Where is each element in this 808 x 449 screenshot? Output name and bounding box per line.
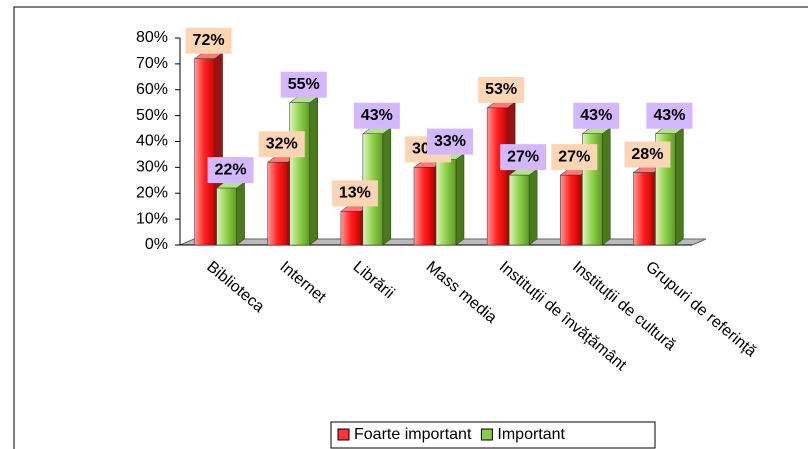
y-tick-label: 0%	[145, 236, 168, 253]
data-label-box	[207, 157, 254, 184]
legend-label: Foarte important	[354, 426, 472, 443]
legend-box	[330, 421, 656, 449]
data-label-box	[331, 180, 378, 207]
data-label: 28%	[631, 146, 663, 163]
bar-side	[528, 168, 538, 246]
data-label-box	[551, 144, 598, 171]
y-tick-label: 40%	[136, 133, 168, 150]
bar	[216, 187, 237, 246]
data-label: 22%	[215, 161, 247, 178]
x-tick-label: Biblioteca	[203, 258, 267, 316]
data-label: 13%	[339, 185, 371, 202]
bar	[435, 159, 457, 246]
chart-frame	[13, 6, 808, 449]
y-tick-label: 80%	[136, 29, 168, 46]
data-label-box	[500, 144, 547, 171]
y-tick-label: 10%	[136, 210, 168, 227]
data-label-box	[478, 76, 525, 103]
bar	[267, 161, 288, 246]
x-tick-label: Librării	[350, 258, 398, 302]
y-tick-label: 60%	[136, 81, 168, 98]
data-label: 27%	[507, 148, 539, 165]
legend-swatch	[480, 428, 493, 441]
y-tick-label: 50%	[136, 107, 168, 124]
bar	[486, 107, 508, 246]
bar-side	[309, 96, 318, 246]
data-label: 33%	[434, 133, 466, 150]
bar-side	[455, 153, 465, 246]
data-label: 32%	[266, 135, 298, 152]
bar-side	[602, 127, 611, 246]
data-label: 27%	[558, 148, 590, 165]
data-label: 43%	[653, 107, 685, 124]
data-label: 53%	[485, 81, 517, 98]
data-label-box	[280, 71, 327, 98]
y-tick-label: 20%	[136, 184, 168, 201]
x-tick-label: Instituții de învățământ	[496, 258, 630, 374]
data-label-box	[185, 27, 232, 54]
bar	[508, 174, 530, 246]
bar-side	[236, 181, 245, 246]
legend-label: Important	[497, 426, 565, 443]
data-label-box	[427, 128, 473, 155]
bar	[194, 58, 215, 246]
bar	[289, 102, 310, 246]
y-tick-label: 30%	[136, 159, 168, 176]
data-label-box	[624, 141, 671, 168]
x-tick-label: Mass media	[423, 258, 500, 327]
data-label-box	[258, 131, 305, 158]
data-label: 72%	[193, 32, 225, 49]
y-tick-label: 70%	[136, 55, 168, 72]
bar	[560, 174, 581, 246]
bar	[413, 167, 435, 246]
data-label: 43%	[580, 107, 612, 124]
data-label-box	[646, 102, 693, 129]
bar	[633, 172, 654, 246]
data-label-box	[353, 102, 400, 129]
data-label: 55%	[288, 76, 320, 93]
data-label-box	[573, 102, 620, 129]
x-tick-label: Internet	[276, 258, 329, 306]
legend-swatch	[337, 428, 350, 441]
bar	[340, 211, 362, 246]
data-label: 43%	[361, 107, 393, 124]
bar-side	[382, 127, 392, 246]
bar-side	[675, 127, 684, 246]
